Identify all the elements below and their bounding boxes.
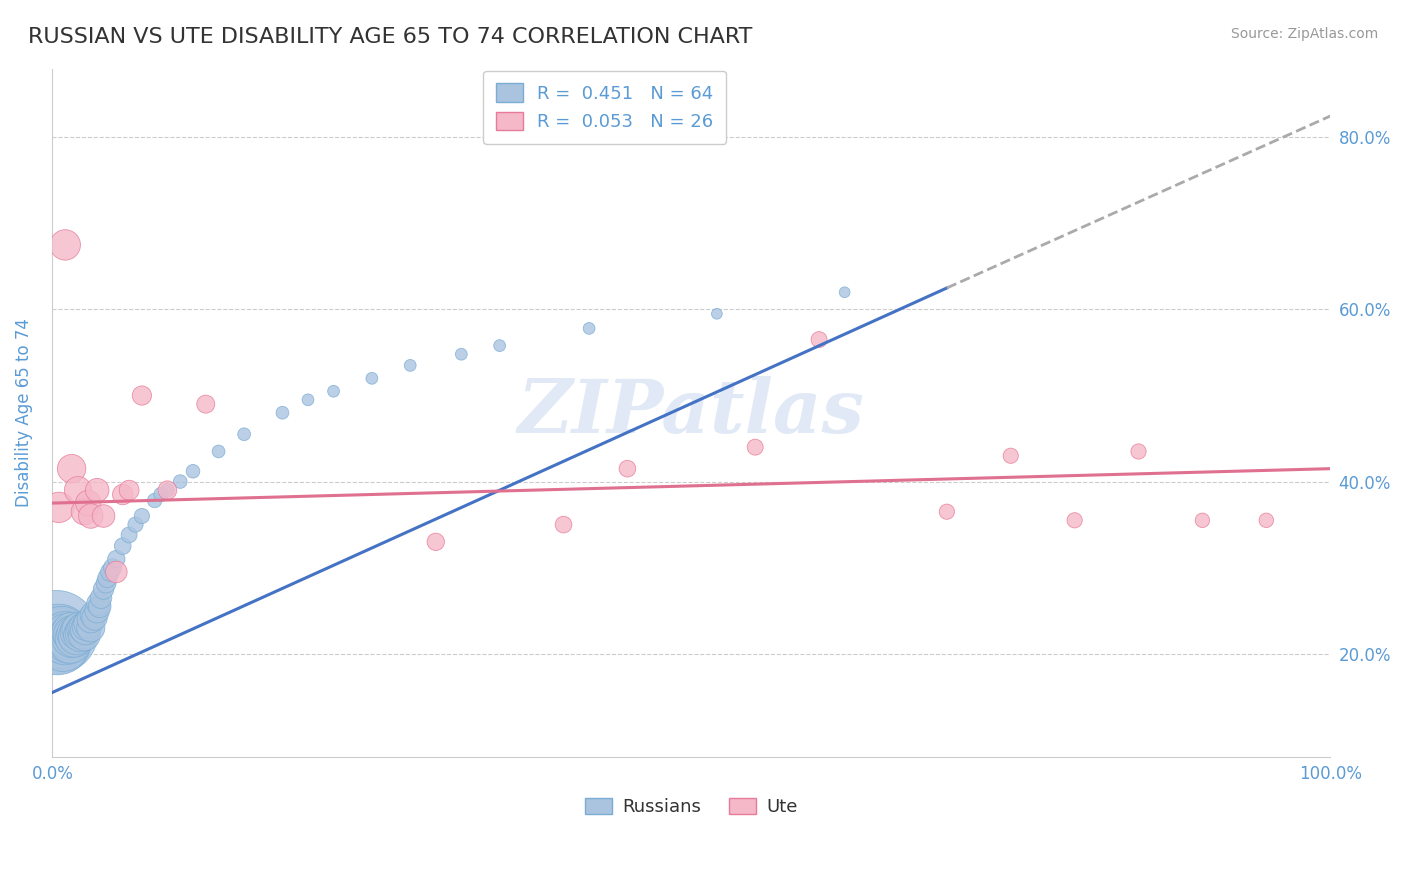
Point — [86, 483, 108, 498]
Point — [706, 307, 728, 321]
Point — [80, 612, 103, 626]
Point — [118, 483, 141, 498]
Point — [1191, 513, 1213, 527]
Point — [73, 505, 96, 519]
Text: ZIPatlas: ZIPatlas — [517, 376, 865, 449]
Y-axis label: Disability Age 65 to 74: Disability Age 65 to 74 — [15, 318, 32, 508]
Point — [111, 539, 134, 553]
Point — [51, 628, 73, 642]
Point — [53, 633, 76, 648]
Point — [578, 321, 600, 335]
Point — [89, 599, 111, 614]
Point — [75, 623, 97, 637]
Point — [53, 238, 76, 252]
Point — [98, 565, 121, 579]
Point — [616, 461, 638, 475]
Point — [935, 505, 957, 519]
Point — [150, 487, 173, 501]
Point — [49, 631, 72, 645]
Point — [1000, 449, 1022, 463]
Point — [65, 627, 87, 641]
Point — [124, 517, 146, 532]
Point — [77, 496, 100, 510]
Point — [80, 621, 103, 635]
Point — [322, 384, 344, 399]
Point — [553, 517, 575, 532]
Point — [59, 635, 82, 649]
Point — [72, 623, 94, 637]
Point — [45, 625, 67, 640]
Point — [93, 582, 115, 596]
Point — [60, 625, 83, 640]
Point — [131, 508, 153, 523]
Point — [101, 560, 124, 574]
Text: Source: ZipAtlas.com: Source: ZipAtlas.com — [1230, 27, 1378, 41]
Point — [60, 631, 83, 645]
Point — [808, 333, 831, 347]
Legend: Russians, Ute: Russians, Ute — [578, 791, 806, 823]
Point — [233, 427, 256, 442]
Point — [73, 621, 96, 635]
Point — [111, 487, 134, 501]
Point — [360, 371, 382, 385]
Point — [66, 483, 89, 498]
Point — [156, 483, 179, 498]
Point — [297, 392, 319, 407]
Point — [1256, 513, 1278, 527]
Point — [207, 444, 229, 458]
Point — [55, 630, 77, 644]
Point — [83, 610, 105, 624]
Point — [52, 631, 75, 645]
Point — [399, 359, 422, 373]
Point — [82, 607, 104, 622]
Point — [1128, 444, 1150, 458]
Point — [66, 630, 89, 644]
Point — [131, 388, 153, 402]
Point — [86, 604, 108, 618]
Point — [194, 397, 217, 411]
Point — [53, 628, 76, 642]
Point — [60, 461, 83, 475]
Point — [118, 528, 141, 542]
Point — [73, 628, 96, 642]
Point — [94, 576, 117, 591]
Point — [181, 464, 204, 478]
Point — [90, 591, 112, 605]
Point — [1063, 513, 1085, 527]
Point — [488, 338, 510, 352]
Point — [48, 500, 70, 515]
Point — [66, 625, 89, 640]
Point — [58, 631, 80, 645]
Point — [143, 493, 166, 508]
Point — [450, 347, 472, 361]
Point — [834, 285, 856, 300]
Point — [744, 440, 766, 454]
Point — [105, 552, 128, 566]
Point — [169, 475, 191, 489]
Point — [56, 633, 79, 648]
Point — [70, 625, 93, 640]
Point — [156, 483, 179, 498]
Point — [80, 508, 103, 523]
Point — [96, 571, 118, 585]
Point — [271, 406, 294, 420]
Text: RUSSIAN VS UTE DISABILITY AGE 65 TO 74 CORRELATION CHART: RUSSIAN VS UTE DISABILITY AGE 65 TO 74 C… — [28, 27, 752, 46]
Point — [67, 623, 90, 637]
Point — [69, 628, 91, 642]
Point — [105, 565, 128, 579]
Point — [63, 631, 86, 645]
Point — [62, 628, 84, 642]
Point — [76, 619, 98, 633]
Point — [93, 508, 115, 523]
Point — [48, 630, 70, 644]
Point — [425, 534, 447, 549]
Point — [52, 638, 75, 652]
Point — [77, 616, 100, 631]
Point — [46, 633, 69, 648]
Point — [87, 597, 110, 611]
